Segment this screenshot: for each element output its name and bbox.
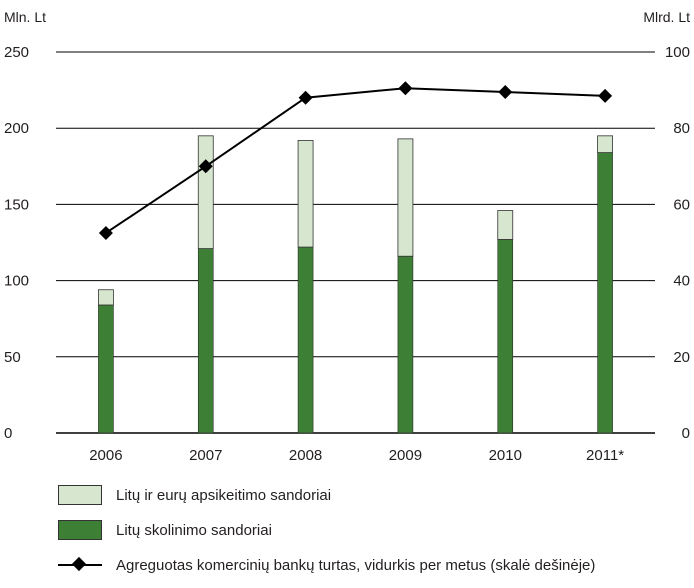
legend-swatch-lending bbox=[58, 520, 102, 540]
legend-swatch-swap bbox=[58, 485, 102, 505]
bar-segment-swap bbox=[497, 210, 514, 240]
assets-marker bbox=[298, 90, 313, 105]
bars bbox=[98, 135, 613, 434]
bar-segment-lending bbox=[197, 248, 214, 434]
x-tick-label: 2011* bbox=[586, 447, 624, 464]
x-tick-label: 2008 bbox=[289, 447, 322, 464]
x-tick-label: 2007 bbox=[189, 447, 222, 464]
legend-label-swap: Litų ir eurų apsikeitimo sandoriai bbox=[116, 486, 332, 504]
assets-marker bbox=[198, 159, 213, 174]
bar-segment-lending bbox=[98, 304, 114, 434]
bar-segment-lending bbox=[597, 152, 613, 434]
assets-marker bbox=[598, 88, 613, 103]
line-series bbox=[98, 81, 613, 240]
y-tick-label-right: 0 bbox=[682, 425, 690, 442]
y-tick-label-left: 50 bbox=[4, 349, 21, 366]
bar-segment-swap bbox=[297, 139, 314, 248]
legend-swatch-assets bbox=[58, 555, 102, 575]
tick-labels: 0 50 100 150 200 250 0 20 40 60 80 100 2006 2007 2008 2… bbox=[4, 44, 690, 464]
bar-segment-swap bbox=[98, 289, 114, 306]
bar-segment-lending bbox=[397, 255, 414, 434]
bar-segment-swap bbox=[597, 135, 613, 153]
bar-segment-swap bbox=[397, 138, 414, 257]
y-tick-label-left: 0 bbox=[4, 425, 12, 442]
y-tick-label-right: 40 bbox=[673, 273, 690, 290]
x-tick-label: 2009 bbox=[389, 447, 422, 464]
legend-label-lending: Litų skolinimo sandoriai bbox=[116, 521, 272, 539]
y-tick-label-left: 200 bbox=[4, 120, 29, 137]
legend-label-assets: Agreguotas komercinių bankų turtas, vidu… bbox=[116, 556, 596, 574]
legend-item-swap: Litų ir eurų apsikeitimo sandoriai bbox=[58, 484, 678, 506]
legend-item-assets: Agreguotas komercinių bankų turtas, vidu… bbox=[58, 554, 678, 576]
y-tick-label-left: 250 bbox=[4, 44, 29, 61]
y-tick-label-left: 150 bbox=[4, 196, 29, 213]
assets-marker bbox=[398, 81, 413, 96]
y-tick-label-left: 100 bbox=[4, 273, 29, 290]
y-tick-label-right: 20 bbox=[673, 349, 690, 366]
right-axis-unit: Mlrd. Lt bbox=[643, 9, 690, 25]
legend: Litų ir eurų apsikeitimo sandoriai Litų … bbox=[58, 484, 678, 576]
y-tick-label-right: 80 bbox=[673, 120, 690, 137]
y-tick-label-right: 100 bbox=[665, 44, 690, 61]
x-tick-label: 2006 bbox=[89, 447, 122, 464]
assets-line bbox=[105, 87, 606, 234]
assets-marker bbox=[498, 85, 513, 100]
bar-segment-lending bbox=[497, 239, 514, 434]
chart: Mln. Lt Mlrd. Lt 0 50 100 150 200 250 0 20 40 60 8… bbox=[4, 9, 690, 464]
legend-item-lending: Litų skolinimo sandoriai bbox=[58, 519, 678, 541]
bar-segment-swap bbox=[197, 135, 214, 249]
assets-marker bbox=[98, 225, 113, 240]
bar-segment-lending bbox=[297, 246, 314, 434]
y-tick-label-right: 60 bbox=[673, 196, 690, 213]
x-tick-label: 2010 bbox=[489, 447, 522, 464]
grid bbox=[56, 51, 655, 434]
left-axis-unit: Mln. Lt bbox=[4, 9, 46, 25]
